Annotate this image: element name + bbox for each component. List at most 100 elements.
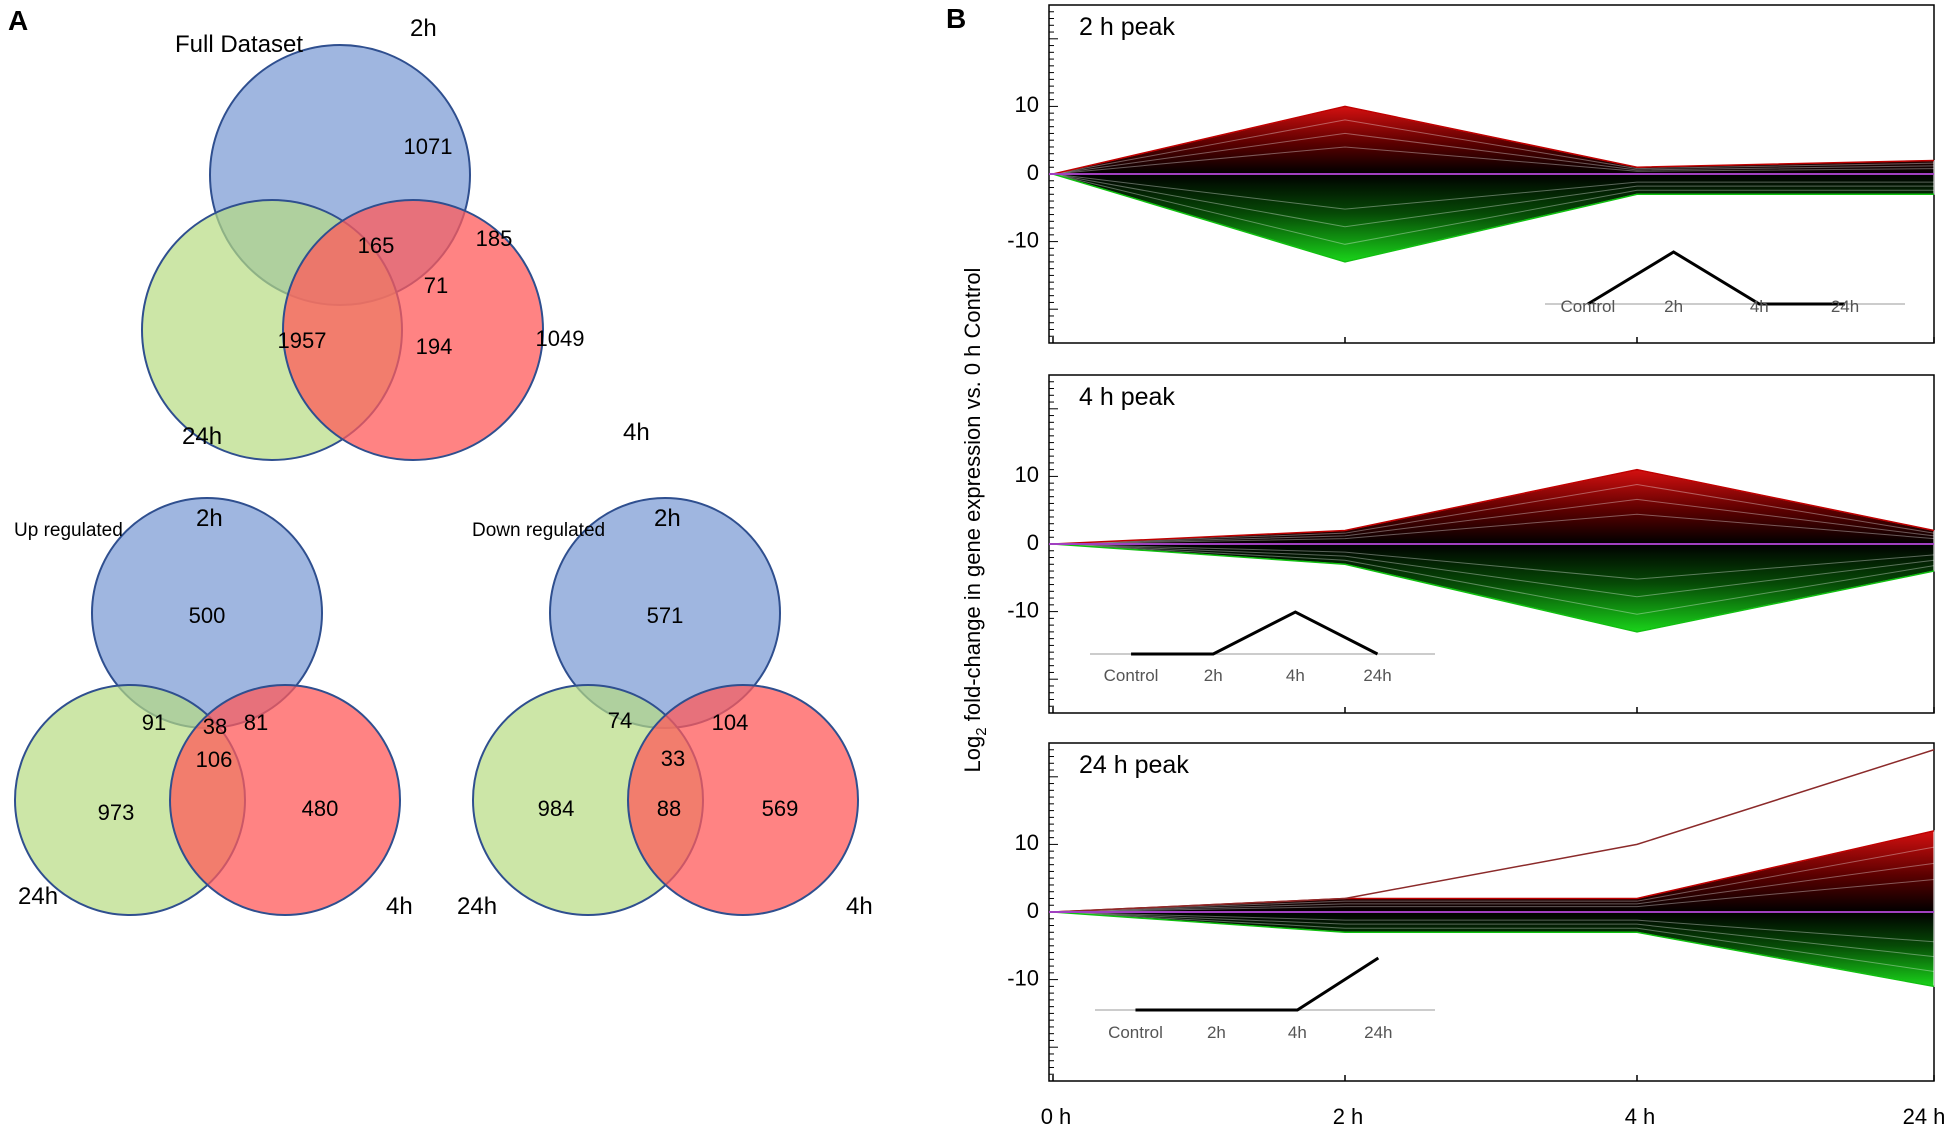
panel-a-letter: A (8, 5, 28, 36)
venn-full-set-2h: 2h (410, 15, 437, 42)
venn-up-set-24h: 24h (18, 883, 58, 910)
venn-up-count-4h-only: 480 (302, 796, 339, 821)
up-envelope-line (1052, 468, 1935, 545)
inset-label: Control (1108, 1023, 1163, 1042)
x-tick-label-4h: 4 h (1625, 1104, 1656, 1129)
venn-down-count-all: 33 (661, 746, 685, 771)
venn-down-count-2h-4h: 104 (712, 710, 749, 735)
inset-label: Control (1560, 297, 1615, 316)
inset-line (1135, 956, 1380, 1012)
plot-title: 2 h peak (1079, 13, 1175, 41)
x-tick-label-24h: 24 h (1903, 1104, 1946, 1129)
y-tick-label: 10 (1015, 92, 1039, 117)
down-trace (1052, 543, 1935, 598)
inset-label: 24h (1831, 297, 1859, 316)
venn-full-count-24h-4h: 194 (416, 334, 453, 359)
y-axis-label: Log2 fold-change in gene expression vs. … (960, 268, 990, 773)
inset-pattern: Control 2h 4h 24h (1090, 610, 1435, 685)
venn-up-count-24h-only: 973 (98, 800, 135, 825)
venn-up-count-2h-only: 500 (189, 603, 226, 628)
venn-down-title: Down regulated (472, 520, 605, 541)
x-tick-label-2h: 2 h (1333, 1104, 1364, 1129)
venn-down-count-2h-only: 571 (647, 603, 684, 628)
inset-label: 24h (1363, 666, 1391, 685)
inset-label: 4h (1750, 297, 1769, 316)
venn-up-circle-4h (169, 684, 401, 916)
venn-full-count-4h-only: 1049 (536, 326, 585, 351)
plot-panel-3: 10 0 -10 24 h peak Control 2h 4h 24h (1007, 742, 1935, 1082)
x-tick-label-0h: 0 h (1041, 1104, 1072, 1129)
venn-up-count-2h-4h: 81 (244, 710, 268, 735)
panel-b: B Log2 fold-change in gene expression vs… (946, 3, 1945, 1129)
panel-a: A Full Dataset 2h 24h 4h 1071 1957 1049 … (8, 5, 873, 920)
inset-label: 2h (1664, 297, 1683, 316)
down-trace (1052, 173, 1934, 228)
venn-full-title: Full Dataset (175, 31, 303, 58)
venn-down-count-24h-only: 984 (538, 796, 575, 821)
venn-down-count-4h-only: 569 (762, 796, 799, 821)
up-trace (1052, 846, 1935, 913)
down-regulated-envelope (1052, 173, 1935, 263)
up-trace (1052, 513, 1935, 545)
down-envelope-line (1052, 911, 1935, 988)
venn-up: Up regulated 2h 24h 4h 500 973 480 91 81… (14, 497, 413, 920)
up-trace (1052, 146, 1935, 175)
up-envelope-line (1052, 105, 1935, 175)
y-tick-label: 0 (1027, 160, 1039, 185)
venn-up-count-2h-24h: 91 (142, 710, 166, 735)
y-tick-label: 10 (1015, 462, 1039, 487)
venn-full-count-24h-only: 1957 (278, 328, 327, 353)
line-plots: 10 0 -10 2 h peak Control 2h 4h 24h 10 0 -10 4 h pe… (1007, 4, 1935, 1082)
venn-down-count-2h-24h: 74 (608, 708, 632, 733)
inset-label: Control (1104, 666, 1159, 685)
outlier-line (1052, 749, 1935, 913)
venn-full-count-all: 71 (424, 273, 448, 298)
plot-title: 4 h peak (1079, 383, 1175, 411)
down-trace (1052, 543, 1935, 615)
panel-b-letter: B (946, 3, 966, 34)
down-envelope-line (1052, 173, 1934, 263)
venn-down-set-4h: 4h (846, 893, 873, 920)
venn-up-title: Up regulated (14, 520, 123, 541)
y-tick-label: 10 (1015, 830, 1039, 855)
venn-up-set-2h: 2h (196, 505, 223, 532)
venn-full-count-2h-only: 1071 (404, 134, 453, 159)
venn-up-count-all: 38 (203, 714, 227, 739)
inset-line (1587, 250, 1845, 306)
up-trace (1052, 484, 1935, 545)
up-trace (1052, 119, 1935, 175)
down-envelope-line (1052, 543, 1935, 633)
down-regulated-envelope (1052, 911, 1935, 987)
up-trace (1052, 862, 1935, 913)
y-tick-label: -10 (1007, 227, 1039, 252)
y-tick-label: 0 (1027, 898, 1039, 923)
plot-title: 24 h peak (1079, 751, 1189, 779)
down-trace (1052, 173, 1934, 210)
inset-label: 4h (1288, 1023, 1307, 1042)
venn-full: Full Dataset 2h 24h 4h 1071 1957 1049 16… (141, 15, 650, 461)
venn-full-count-2h-4h: 185 (476, 226, 513, 251)
down-trace (1052, 173, 1934, 245)
venn-down-set-2h: 2h (654, 505, 681, 532)
down-trace (1052, 911, 1935, 943)
up-trace (1052, 132, 1935, 175)
inset-pattern: Control 2h 4h 24h (1095, 956, 1435, 1042)
venn-down-set-24h: 24h (457, 893, 497, 920)
inset-pattern: Control 2h 4h 24h (1545, 250, 1905, 316)
venn-down-circle-4h (627, 684, 859, 916)
y-tick-label: 0 (1027, 530, 1039, 555)
venn-up-count-24h-4h: 106 (196, 747, 233, 772)
venn-full-count-2h-24h: 165 (358, 233, 395, 258)
inset-line (1131, 610, 1379, 656)
y-tick-label: -10 (1007, 965, 1039, 990)
venn-down: Down regulated 2h 24h 4h 571 984 569 74 … (457, 497, 873, 920)
y-tick-label: -10 (1007, 597, 1039, 622)
plot-panel-1: 10 0 -10 2 h peak Control 2h 4h 24h (1007, 4, 1935, 344)
down-trace (1052, 543, 1935, 580)
venn-full-set-24h: 24h (182, 423, 222, 450)
up-trace (1052, 879, 1935, 913)
venn-full-circle-4h (282, 199, 544, 461)
inset-label: 2h (1207, 1023, 1226, 1042)
inset-label: 2h (1204, 666, 1223, 685)
